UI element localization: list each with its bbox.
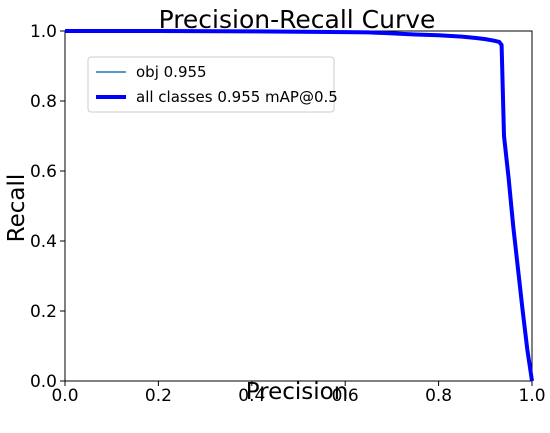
x-tick-label: 0.4 bbox=[238, 386, 265, 406]
y-axis-ticks: 0.0 0.2 0.4 0.6 0.8 1.0 bbox=[30, 22, 65, 392]
x-tick-label: 0.8 bbox=[425, 386, 452, 406]
y-tick-label: 0.4 bbox=[30, 232, 57, 252]
x-tick-label: 0.0 bbox=[51, 386, 78, 406]
y-tick-label: 0.0 bbox=[30, 372, 57, 392]
legend-label-obj: obj 0.955 bbox=[136, 63, 207, 81]
chart-title: Precision-Recall Curve bbox=[159, 5, 436, 34]
legend-box bbox=[87, 56, 335, 113]
y-tick-label: 0.6 bbox=[30, 162, 57, 182]
y-tick-label: 1.0 bbox=[30, 22, 57, 42]
series-lines bbox=[65, 29, 534, 382]
x-tick-label: 1.0 bbox=[518, 386, 545, 406]
legend: obj 0.955 all classes 0.955 mAP@0.5 bbox=[87, 56, 338, 113]
x-axis-label: Precision bbox=[246, 379, 349, 405]
x-tick-label: 0.2 bbox=[145, 386, 172, 406]
legend-label-all-classes: all classes 0.955 mAP@0.5 bbox=[136, 88, 338, 106]
y-tick-label: 0.8 bbox=[30, 92, 57, 112]
x-axis-ticks: 0.0 0.2 0.4 0.6 0.8 1.0 bbox=[51, 381, 546, 406]
y-axis-label: Recall bbox=[4, 174, 30, 243]
x-tick-label: 0.6 bbox=[332, 386, 359, 406]
y-tick-label: 0.2 bbox=[30, 302, 57, 322]
series-line-all-classes bbox=[65, 29, 534, 382]
